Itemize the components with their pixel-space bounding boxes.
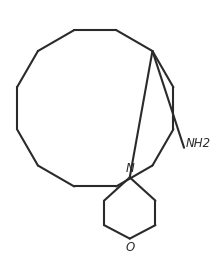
Text: O: O: [125, 241, 134, 254]
Text: NH2: NH2: [186, 137, 211, 150]
Text: N: N: [125, 162, 134, 175]
